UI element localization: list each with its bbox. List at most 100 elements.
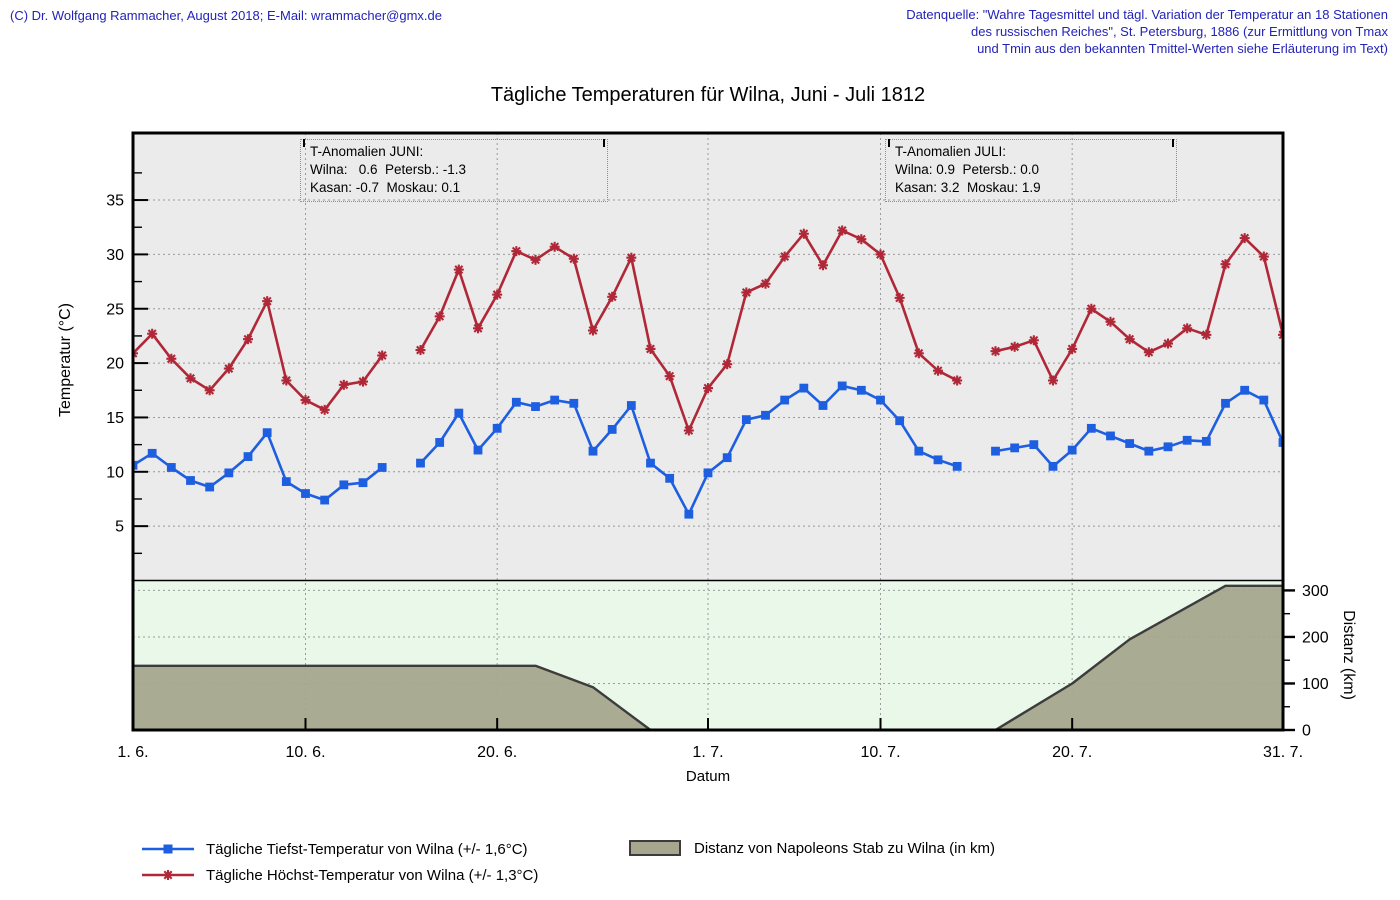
y-tick-label: 5 — [115, 519, 124, 536]
tmin-point — [339, 480, 349, 490]
tmin-point — [991, 446, 1000, 456]
tmin-point — [665, 473, 675, 483]
tmax-point — [741, 287, 752, 298]
tmin-point — [684, 509, 694, 519]
tmin-point — [818, 401, 828, 410]
annotation-line: T-Anomalien JULI: — [895, 144, 1007, 159]
tmin-point — [435, 438, 445, 447]
tmin-point — [952, 461, 962, 471]
y2-tick-label: 300 — [1302, 583, 1329, 600]
tmax-point — [1258, 251, 1269, 262]
annotation-corner-mark — [303, 139, 305, 147]
tmax-point — [1163, 338, 1173, 349]
tmin-point — [780, 395, 790, 405]
tmin-point — [722, 453, 732, 463]
tmax-point — [722, 359, 733, 370]
y2-tick-label: 200 — [1302, 629, 1329, 646]
tmin-point — [1010, 443, 1020, 453]
tmin-point — [243, 452, 253, 461]
tmax-point — [626, 252, 637, 263]
tmax-point — [1143, 347, 1154, 358]
tmax-point — [223, 363, 234, 374]
tmin-point — [1067, 445, 1077, 455]
tmin-point — [205, 482, 215, 492]
annotation-line: T-Anomalien JUNI: — [310, 144, 424, 159]
tmax-point — [1105, 316, 1116, 327]
y-tick-label: 35 — [106, 193, 124, 210]
tmax-point — [300, 395, 311, 406]
tmax-point — [262, 296, 273, 307]
y-tick-label: 15 — [106, 410, 124, 427]
tmin-point — [133, 460, 138, 470]
tmin-point — [147, 448, 157, 458]
tmax-point — [837, 225, 848, 236]
tmin-point — [837, 381, 847, 391]
tmin-point — [1259, 395, 1269, 405]
tmax-point — [492, 289, 503, 300]
tmax-series — [133, 225, 1283, 436]
y-tick-label: 25 — [106, 301, 124, 318]
legend-item-dist: Distanz von Napoleons Stab zu Wilna (in … — [628, 839, 995, 857]
annotation-corner-mark — [603, 139, 605, 147]
tmax-point — [760, 278, 771, 289]
tmax-point — [1086, 303, 1097, 314]
annotation-corner-mark — [888, 139, 890, 147]
legend-item-tmin: Tägliche Tiefst-Temperatur von Wilna (+/… — [140, 840, 528, 858]
tmin-point — [914, 446, 924, 456]
x-tick-label: 20. 7. — [1052, 744, 1092, 761]
tmin-point — [186, 476, 195, 485]
tmin-series — [133, 381, 1283, 519]
annotation-corner-mark — [1172, 139, 1174, 147]
y2-tick-label: 100 — [1302, 676, 1329, 693]
tmax-point — [1048, 375, 1058, 386]
annotation-line: Wilna: 0.9 Petersb.: 0.0 — [895, 162, 1040, 177]
tmin-point — [761, 410, 770, 420]
tmin-point — [1029, 440, 1039, 450]
tmax-point — [1067, 343, 1078, 354]
dist-legend-box — [629, 840, 681, 856]
tmax-point — [147, 328, 158, 339]
tmax-point — [798, 228, 809, 239]
tmin-point — [856, 385, 866, 395]
tmax-point — [243, 334, 253, 345]
tmin-point — [1125, 439, 1135, 448]
tmin-point — [1106, 431, 1115, 441]
tmax-point — [530, 254, 541, 265]
tmax-point — [952, 375, 963, 386]
tmax-point — [511, 246, 522, 257]
tmin-point — [799, 383, 809, 393]
tmin-point — [1201, 436, 1211, 446]
tmin-point — [895, 416, 905, 426]
tmin-point — [166, 463, 176, 472]
tmin-point — [1144, 446, 1154, 456]
tmin-point — [703, 468, 713, 478]
tmin-point — [454, 408, 464, 418]
tmin-point — [876, 395, 885, 405]
tmax-legend-swatch — [142, 870, 194, 880]
chart-canvas: 5 10 15 20 25 30 35 0 100 200 300 1. 6. 10. 6. 20. 6.… — [106, 131, 1329, 761]
tmax-point — [607, 291, 618, 302]
tmin-point — [1240, 385, 1250, 395]
x-tick-label: 20. 6. — [477, 744, 517, 761]
tmax-point — [338, 379, 349, 390]
tmax-legend-marker — [163, 870, 173, 880]
tmax-point — [415, 345, 426, 356]
tmax-point — [133, 348, 138, 359]
legend-label-tmin: Tägliche Tiefst-Temperatur von Wilna (+/… — [206, 840, 528, 858]
tmin-point — [281, 477, 291, 486]
tmax-point — [683, 425, 694, 436]
tmax-point — [1239, 233, 1250, 244]
tmax-point — [319, 404, 330, 415]
tmax-point — [453, 264, 464, 275]
x-tick-label: 31. 7. — [1263, 744, 1303, 761]
tmax-point — [1009, 341, 1020, 352]
x-tick-label: 10. 7. — [860, 744, 900, 761]
tmin-point — [1086, 423, 1096, 433]
tmax-point — [818, 260, 828, 271]
tmin-point — [1182, 435, 1192, 445]
tmin-point — [377, 463, 387, 472]
tmax-point — [568, 253, 579, 264]
tmax-point — [434, 311, 445, 322]
tmax-point — [588, 325, 598, 336]
tmin-point — [933, 455, 943, 465]
